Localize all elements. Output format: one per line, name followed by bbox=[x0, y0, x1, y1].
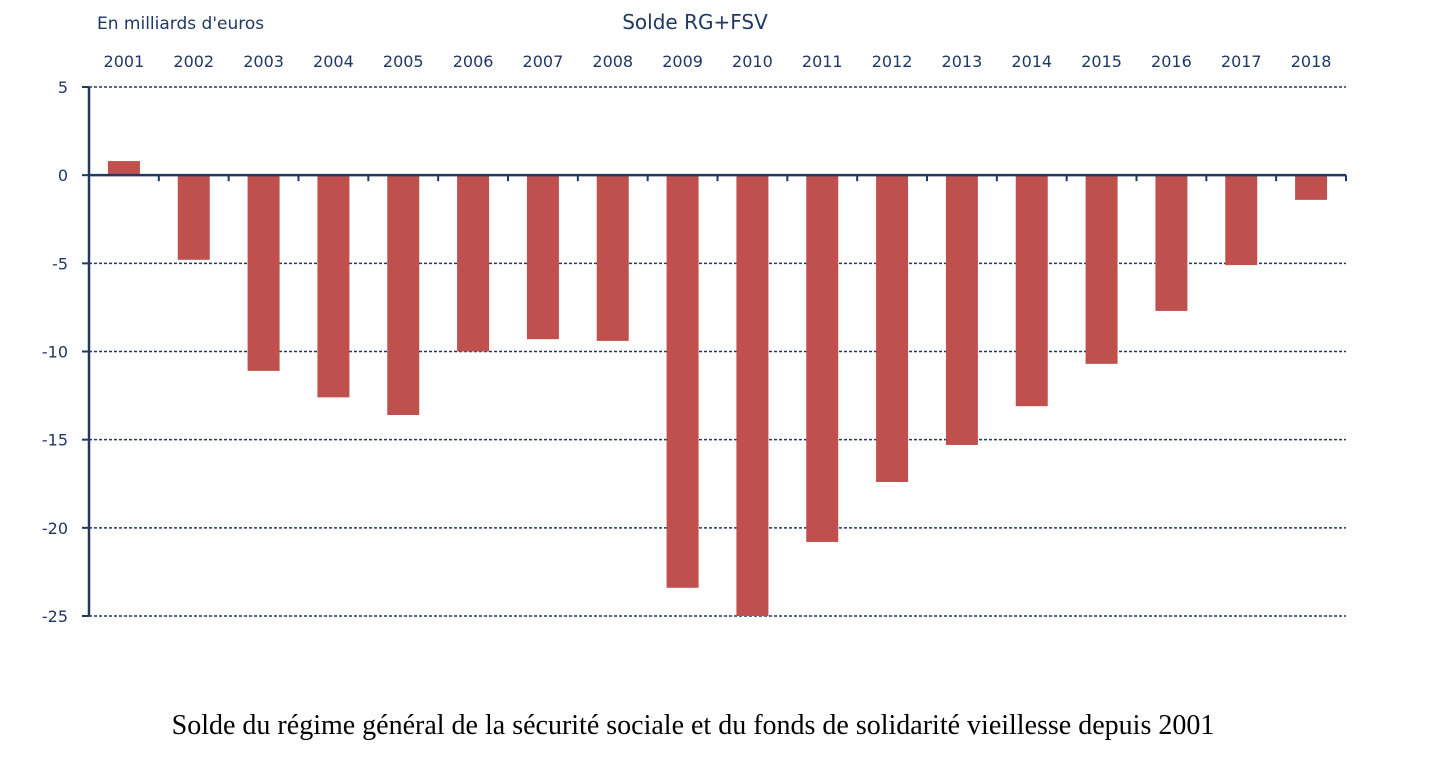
x-tick-label-2006: 2006 bbox=[453, 52, 494, 71]
x-tick-label-2015: 2015 bbox=[1081, 52, 1122, 71]
bar-2002 bbox=[177, 175, 210, 260]
unit-label: En milliards d'euros bbox=[97, 14, 264, 34]
x-tick-label-2016: 2016 bbox=[1151, 52, 1192, 71]
y-tick-label: -10 bbox=[42, 343, 68, 362]
y-tick-label: -15 bbox=[42, 431, 68, 450]
x-tick-labels: 2001 2002 2003 2004 2005 2006 2007 2008 2009 2010… bbox=[104, 52, 1332, 71]
x-tick-label-2012: 2012 bbox=[872, 52, 913, 71]
axes bbox=[82, 86, 1347, 617]
x-tick-label-2010: 2010 bbox=[732, 52, 773, 71]
bar-2007 bbox=[526, 175, 559, 340]
x-tick-label-2003: 2003 bbox=[243, 52, 284, 71]
bar-2013 bbox=[945, 175, 978, 445]
y-tick-labels: 5 0 -5 -10 -15 -20 -25 bbox=[42, 78, 68, 626]
x-tick-label-2005: 2005 bbox=[383, 52, 424, 71]
y-tick-label: 5 bbox=[58, 78, 68, 97]
bar-2008 bbox=[596, 175, 629, 341]
bar-2017 bbox=[1225, 175, 1258, 266]
x-tick-label-2002: 2002 bbox=[173, 52, 214, 71]
bar-2011 bbox=[806, 175, 839, 542]
x-tick-label-2011: 2011 bbox=[802, 52, 843, 71]
bar-2012 bbox=[876, 175, 909, 482]
bar-2014 bbox=[1015, 175, 1048, 407]
x-tick-label-2014: 2014 bbox=[1011, 52, 1052, 71]
bar-2001 bbox=[107, 161, 140, 176]
figure-caption: Solde du régime général de la sécurité s… bbox=[171, 710, 1215, 741]
bar-2015 bbox=[1085, 175, 1118, 364]
x-tick-label-2004: 2004 bbox=[313, 52, 354, 71]
gridlines bbox=[89, 86, 1346, 617]
bar-2004 bbox=[317, 175, 350, 398]
bar-2003 bbox=[247, 175, 280, 371]
x-tick-label-2018: 2018 bbox=[1291, 52, 1332, 71]
x-tick-label-2001: 2001 bbox=[104, 52, 145, 71]
chart-title: Solde RG+FSV bbox=[622, 10, 768, 34]
x-tick-label-2007: 2007 bbox=[523, 52, 564, 71]
x-tick-label-2017: 2017 bbox=[1221, 52, 1262, 71]
bar-2005 bbox=[387, 175, 420, 415]
x-tick-label-2009: 2009 bbox=[662, 52, 703, 71]
y-tick-label: -20 bbox=[42, 519, 68, 538]
bar-2009 bbox=[666, 175, 699, 588]
x-tick-label-2013: 2013 bbox=[942, 52, 983, 71]
y-tick-label: 0 bbox=[58, 166, 68, 185]
y-tick-label: -25 bbox=[42, 607, 68, 626]
bar-2016 bbox=[1155, 175, 1188, 311]
bars bbox=[107, 161, 1328, 616]
bar-2018 bbox=[1295, 175, 1328, 200]
bar-2006 bbox=[457, 175, 490, 352]
y-tick-label: -5 bbox=[52, 254, 68, 273]
x-tick-label-2008: 2008 bbox=[592, 52, 633, 71]
bar-2010 bbox=[736, 175, 769, 616]
